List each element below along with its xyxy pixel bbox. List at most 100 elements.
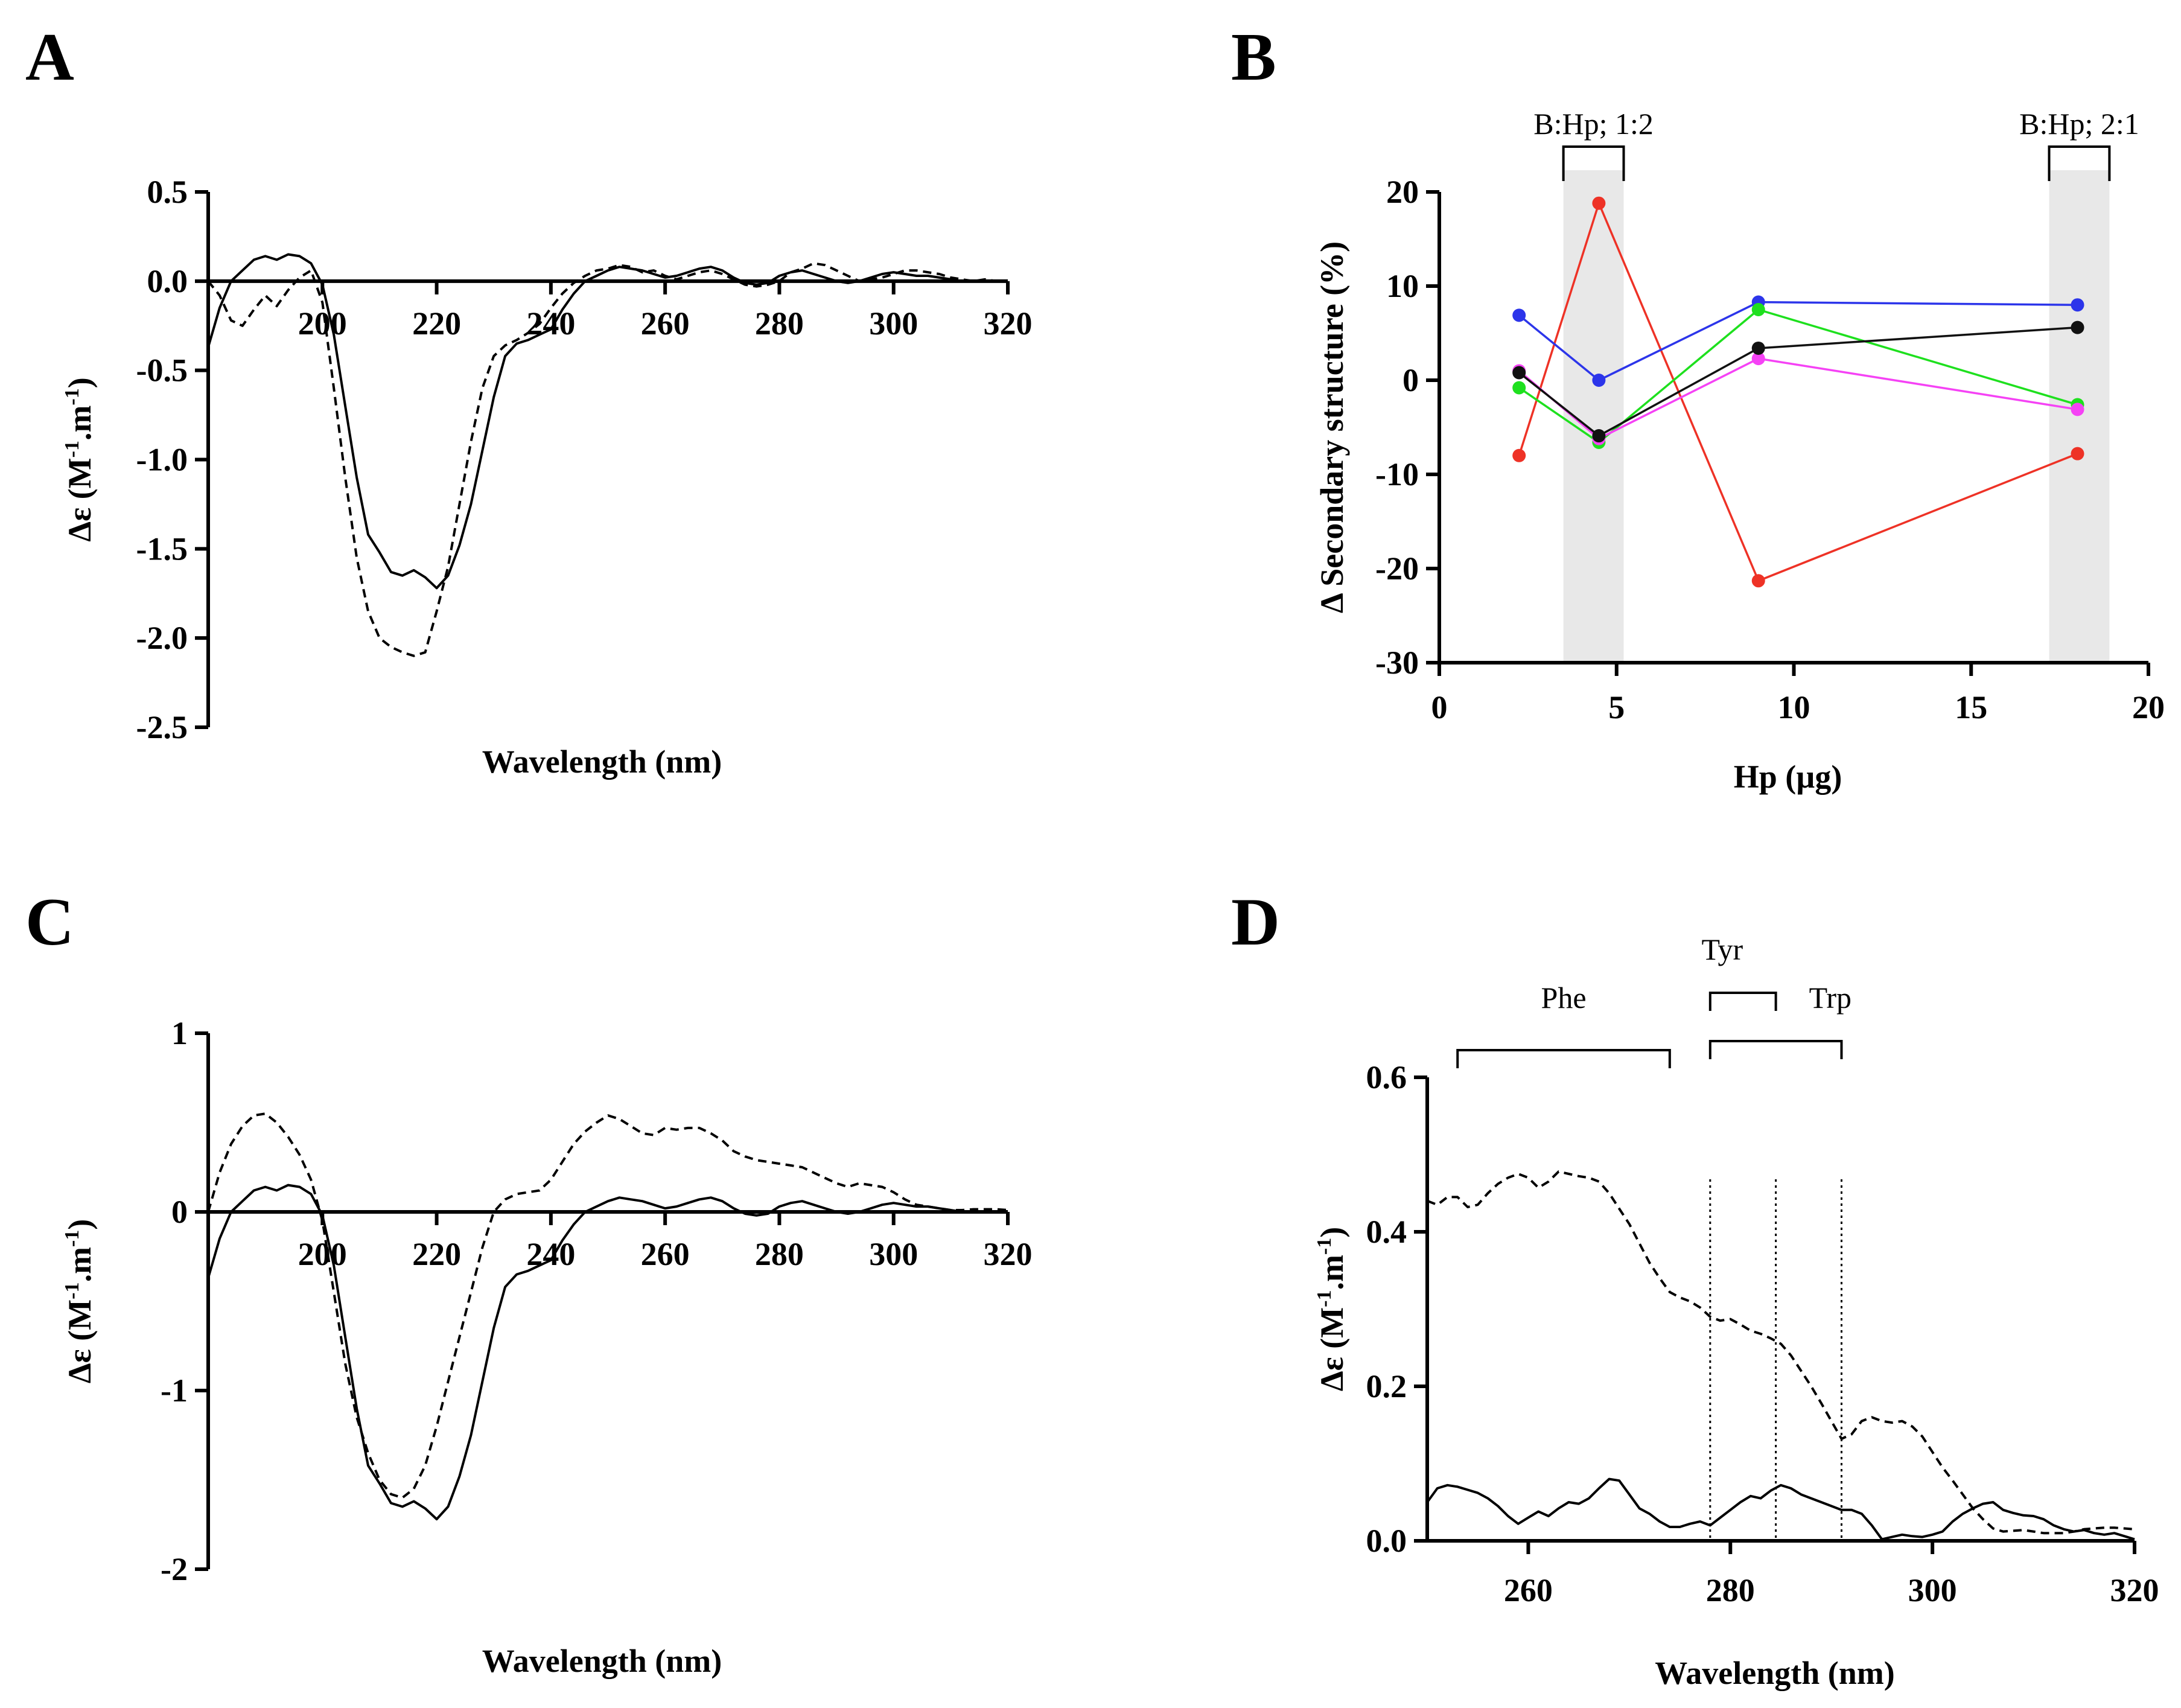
y-axis-label-part: -1	[61, 388, 83, 405]
panel-letter-c: C	[25, 885, 74, 960]
x-tick-label: 200	[298, 1236, 347, 1272]
series-line-solid	[207, 1184, 997, 1521]
x-tick-label: 240	[526, 1236, 575, 1272]
y-axis-label-part: Δε (M	[62, 1299, 98, 1383]
y-tick-label: 0.4	[1366, 1214, 1407, 1250]
panel-letter-a: A	[25, 20, 74, 95]
x-tick-label: 260	[641, 305, 690, 342]
x-tick-label: 300	[1908, 1572, 1957, 1608]
y-axis-label-part: -1	[61, 1230, 83, 1247]
x-axis-label: Hp (µg)	[1734, 759, 1842, 795]
data-point-red	[1592, 196, 1606, 210]
data-point-red	[2071, 447, 2084, 460]
x-tick-label: 280	[755, 305, 804, 342]
x-axis-label: Wavelength (nm)	[1655, 1655, 1895, 1691]
region-label-tyr: Tyr	[1701, 932, 1743, 966]
y-axis-label-part: )	[62, 1219, 98, 1230]
region-bracket-trp	[1708, 1040, 1843, 1059]
y-axis-label-part: .m	[1314, 1255, 1350, 1290]
band-label: B:Hp; 2:1	[2019, 107, 2139, 141]
x-tick-label: 220	[412, 305, 461, 342]
series-line-dashed	[207, 262, 997, 657]
x-tick-label: 260	[1504, 1572, 1553, 1608]
y-tick-label: -1.5	[136, 531, 188, 567]
x-tick-label: 280	[755, 1236, 804, 1272]
y-tick-label: -20	[1375, 550, 1419, 587]
data-point-magenta	[1751, 352, 1765, 366]
series-line-solid	[1426, 1477, 2135, 1541]
x-tick-label: 0	[1431, 689, 1448, 725]
panel-b-chart: B:Hp; 1:2 B:Hp; 2:1 20 10 0 -10 -20 -30 0 5 10 15 20…	[1314, 107, 2165, 795]
band-bracket	[1562, 145, 1625, 181]
data-point-black	[1592, 429, 1606, 443]
shaded-band	[2049, 170, 2110, 663]
y-axis-label-part: -1	[61, 1283, 83, 1299]
y-axis-label: Δε (M-1.m-1)	[1313, 1227, 1350, 1392]
y-tick-label: 1	[171, 1015, 188, 1051]
band-label: B:Hp; 1:2	[1533, 107, 1654, 141]
data-point-blue	[1592, 374, 1606, 387]
y-tick-label: 0	[171, 1194, 188, 1230]
x-tick-label: 320	[2110, 1572, 2159, 1608]
data-point-black	[1751, 341, 1765, 355]
y-tick-label: 0.6	[1366, 1059, 1407, 1095]
y-tick-label: 0.5	[147, 174, 188, 210]
panel-letter-d: D	[1231, 885, 1280, 960]
x-tick-label: 10	[1778, 689, 1810, 725]
series-line-dashed	[1427, 1170, 2135, 1535]
panel-d-chart: 0.6 0.4 0.2 0.0 260 280 300 320 Wavelength (nm) Δ…	[1313, 932, 2159, 1691]
y-tick-label: 0.0	[147, 263, 188, 299]
data-point-magenta	[2071, 403, 2084, 416]
panel-c-chart: 1 0 -1 -2 200 220 240 260 280 300 320 Wavelength (n…	[61, 1015, 1033, 1679]
y-tick-label: -2.0	[136, 620, 188, 656]
y-tick-label: -0.5	[136, 352, 188, 389]
y-axis-label-part: .m	[62, 1247, 98, 1283]
data-point-red	[1751, 574, 1765, 588]
y-tick-label: -30	[1375, 645, 1419, 681]
y-tick-label: -2.5	[136, 709, 188, 745]
y-tick-label: -2	[161, 1551, 188, 1587]
data-point-green	[1512, 381, 1526, 395]
y-axis-label-part: -1	[61, 441, 83, 457]
x-tick-label: 200	[298, 305, 347, 342]
series-line-green	[1518, 308, 2078, 444]
region-bracket-tyr	[1708, 992, 1777, 1011]
x-tick-label: 260	[641, 1236, 690, 1272]
y-tick-label: 20	[1386, 174, 1419, 210]
y-tick-label: 10	[1386, 268, 1419, 304]
data-point-green	[1751, 303, 1765, 316]
band-bracket	[2048, 145, 2111, 181]
x-tick-label: 15	[1955, 689, 1987, 725]
y-axis-label-part: Δε (M	[62, 457, 98, 541]
data-point-blue	[2071, 298, 2084, 312]
y-axis-label: Δ Secondary structure (%)	[1314, 241, 1350, 613]
x-tick-label: 320	[984, 305, 1033, 342]
y-tick-label: 0	[1403, 362, 1419, 398]
series-line-dashed	[207, 1112, 1008, 1499]
data-point-red	[1512, 448, 1526, 462]
y-axis-label: Δε (M-1.m-1)	[61, 1219, 98, 1384]
y-axis-label-part: )	[1314, 1227, 1350, 1238]
panel-a-chart: 0.5 0.0 -0.5 -1.0 -1.5 -2.0 -2.5 200 220 240 260 28…	[61, 174, 1033, 780]
y-axis-label-part: .m	[62, 406, 98, 441]
y-axis-label-part: -1	[1313, 1238, 1336, 1255]
data-point-black	[1512, 366, 1526, 380]
series-line-blue	[1518, 301, 2078, 382]
y-tick-label: 0.0	[1366, 1523, 1407, 1559]
y-tick-label: -1.0	[136, 442, 188, 478]
x-tick-label: 300	[869, 305, 918, 342]
x-axis-label: Wavelength (nm)	[482, 744, 722, 780]
region-label-phe: Phe	[1541, 981, 1587, 1015]
x-tick-label: 5	[1608, 689, 1625, 725]
data-point-blue	[1512, 308, 1526, 322]
x-tick-label: 240	[526, 305, 575, 342]
y-tick-label: -1	[161, 1372, 188, 1409]
y-axis-label-part: )	[62, 377, 98, 388]
region-label-trp: Trp	[1809, 981, 1851, 1015]
x-tick-label: 280	[1706, 1572, 1755, 1608]
data-point-black	[2071, 320, 2084, 334]
series-line-solid	[207, 253, 997, 590]
y-tick-label: 0.2	[1366, 1368, 1407, 1404]
y-axis-label-part: Δε (M	[1314, 1307, 1350, 1391]
